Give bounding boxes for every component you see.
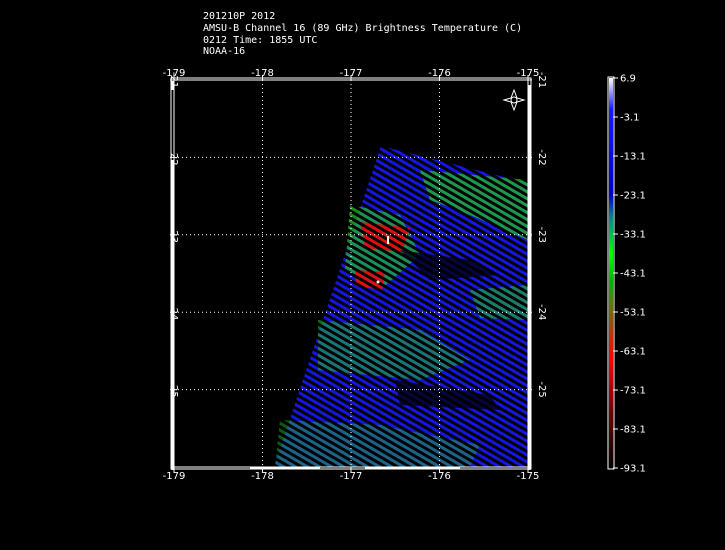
brightness-temperature-swath <box>274 146 528 467</box>
colorbar-label: -93.1 <box>620 464 646 475</box>
lon-label-bottom: -178 <box>251 471 274 482</box>
lon-label-top: -176 <box>428 68 451 79</box>
lon-label-top: -177 <box>340 68 363 79</box>
lat-label-right: -23 <box>536 227 547 243</box>
lon-label-top: -178 <box>251 68 274 79</box>
lon-label-bottom: -177 <box>340 471 363 482</box>
lon-label-bottom: -175 <box>517 471 540 482</box>
lat-lon-grid: -179 -179 -178 -178 -177 -177 -176 -176 -175 -175… <box>163 68 547 482</box>
compass-rose-icon <box>502 88 526 112</box>
colorbar-label: -43.1 <box>620 269 646 280</box>
colorbar-label: -3.1 <box>620 113 640 124</box>
lon-label-top: -179 <box>163 68 186 79</box>
lon-label-top: -175 <box>517 68 540 79</box>
colorbar-label: -83.1 <box>620 425 646 436</box>
colorbar-ticks: 6.9 -3.1 -13.1 -23.1 -33.1 -43.1 -53.1 -63.1 -73… <box>613 74 646 475</box>
lat-label-right: -22 <box>536 149 547 165</box>
lat-label-right: -24 <box>536 304 547 320</box>
colorbar-label: -53.1 <box>620 308 646 319</box>
map-frame <box>173 79 529 468</box>
title-line-4: NOAA-16 <box>203 46 246 57</box>
lon-label-bottom: -179 <box>163 471 186 482</box>
lon-label-bottom: -176 <box>428 471 451 482</box>
colorbar-label: -13.1 <box>620 152 646 163</box>
colorbar-label: 6.9 <box>620 74 636 85</box>
colorbar <box>609 78 613 468</box>
title-line-1: 201210P 2012 <box>203 11 276 22</box>
colorbar-label: -23.1 <box>620 191 646 202</box>
colorbar-label: -33.1 <box>620 230 646 241</box>
lat-label-right: -25 <box>536 381 547 397</box>
lat-label-right: -21 <box>536 72 547 88</box>
colorbar-label: -73.1 <box>620 386 646 397</box>
title-line-3: 0212 Time: 1855 UTC <box>203 35 318 46</box>
colorbar-label: -63.1 <box>620 347 646 358</box>
title-line-2: AMSU-B Channel 16 (89 GHz) Brightness Te… <box>203 23 523 34</box>
